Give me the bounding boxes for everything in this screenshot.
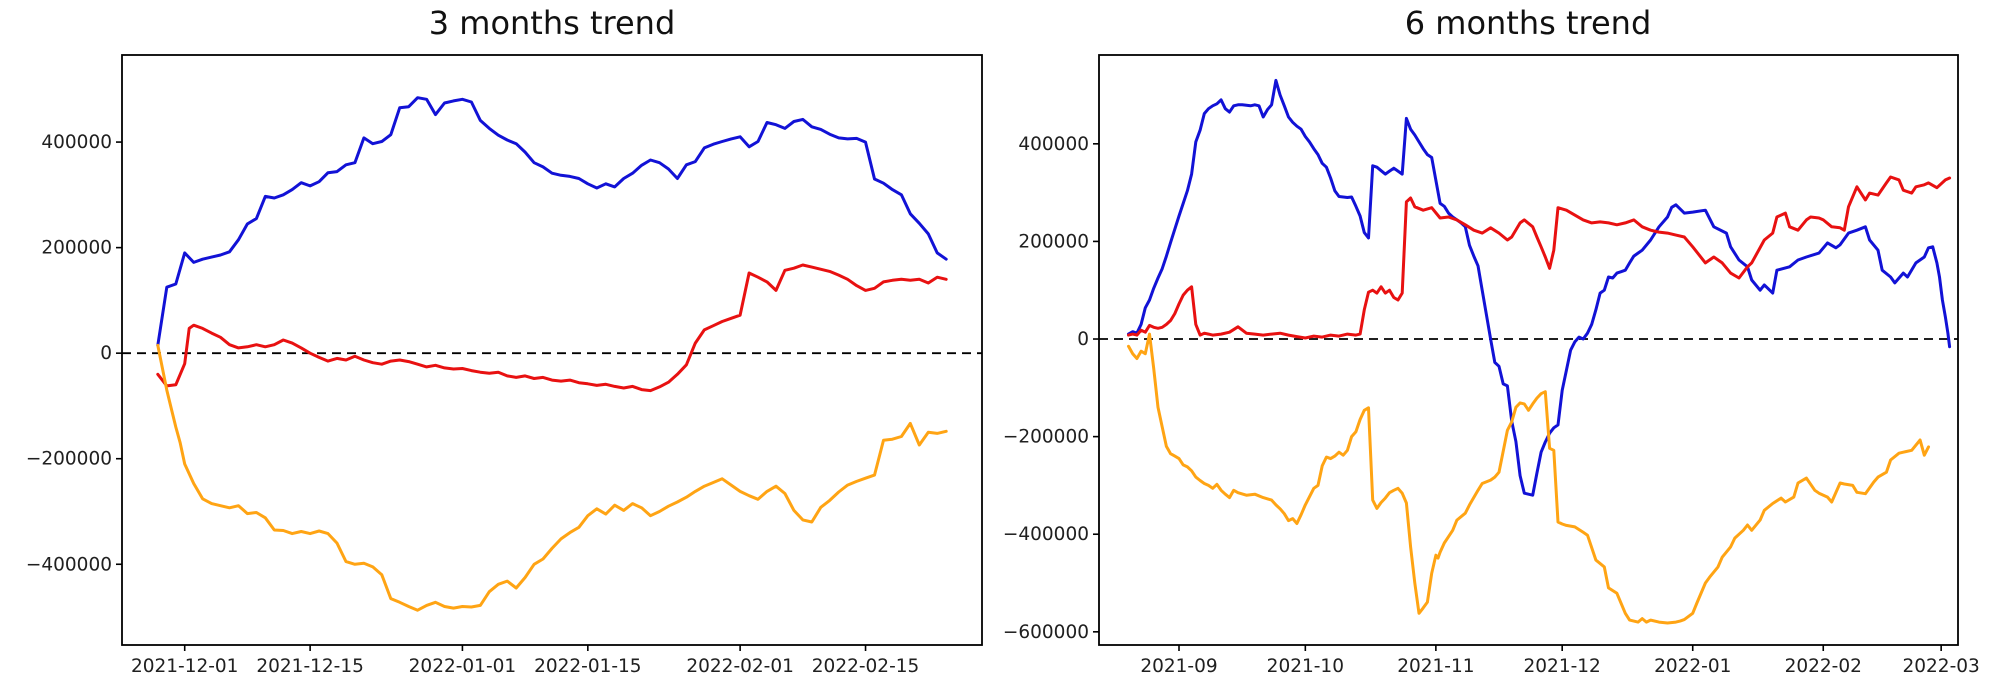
x-tick-label: 2022-02-01 bbox=[686, 656, 794, 677]
y-tick-label: −600000 bbox=[1003, 622, 1089, 643]
x-tick-label: 2021-12 bbox=[1524, 656, 1601, 677]
panel-6-months-trend: 2021-09 2021-10 2021-11 2021-12 2022-01 2022-… bbox=[1003, 54, 1980, 677]
y-tick-label: 0 bbox=[100, 343, 112, 364]
y-tick-label: 200000 bbox=[41, 238, 112, 259]
y-tick-label: −400000 bbox=[26, 554, 112, 575]
x-tick-label: 2022-01-15 bbox=[534, 656, 642, 677]
series-line-red bbox=[156, 263, 948, 393]
plot-border bbox=[121, 54, 983, 646]
x-tick-label: 2022-01 bbox=[1654, 656, 1731, 677]
y-tick-label: 200000 bbox=[1018, 231, 1089, 252]
series-line-blue bbox=[156, 96, 948, 347]
panel-title-3-months: 3 months trend bbox=[428, 4, 676, 42]
panel-title-6-months: 6 months trend bbox=[1404, 4, 1652, 42]
series-line-orange bbox=[1127, 332, 1930, 625]
x-tick-label: 2022-03 bbox=[1903, 656, 1980, 677]
y-tick-label: 400000 bbox=[1018, 134, 1089, 155]
x-tick-label: 2021-11 bbox=[1397, 656, 1474, 677]
y-tick-label: −200000 bbox=[26, 449, 112, 470]
x-tick-label: 2022-01-01 bbox=[409, 656, 517, 677]
y-tick-label: −400000 bbox=[1003, 524, 1089, 545]
x-tick-label: 2022-02 bbox=[1785, 656, 1862, 677]
y-tick-label: 400000 bbox=[41, 132, 112, 153]
plot-border bbox=[1098, 54, 1959, 646]
y-tick-label: 0 bbox=[1077, 329, 1089, 350]
y-tick-label: −200000 bbox=[1003, 427, 1089, 448]
series-line-red bbox=[1127, 175, 1952, 340]
panel-3-months-trend: 2021-12-01 2021-12-15 2022-01-01 2022-01-15… bbox=[26, 54, 983, 677]
x-tick-label: 2021-09 bbox=[1140, 656, 1217, 677]
x-tick-label: 2021-12-01 bbox=[131, 656, 239, 677]
x-tick-label: 2021-10 bbox=[1267, 656, 1344, 677]
x-tick-label: 2022-02-15 bbox=[812, 656, 920, 677]
series-line-blue bbox=[1127, 78, 1952, 497]
x-tick-label: 2021-12-15 bbox=[256, 656, 364, 677]
series-line-orange bbox=[156, 343, 948, 612]
